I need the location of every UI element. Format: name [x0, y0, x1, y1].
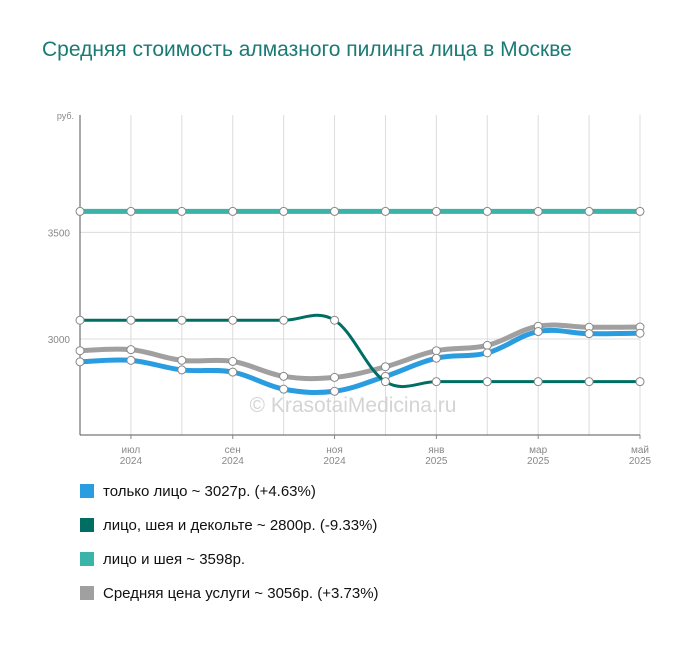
series-3 — [75, 313, 645, 389]
data-point — [533, 377, 543, 387]
x-tick-label: сен — [225, 445, 241, 456]
data-point — [482, 206, 492, 216]
legend-swatch — [80, 552, 94, 566]
x-tick-year: 2024 — [222, 456, 245, 467]
series-0 — [75, 206, 645, 216]
series-line — [77, 327, 643, 396]
data-point — [126, 206, 136, 216]
y-axis-labels: 3000 3500 руб. — [48, 111, 74, 346]
data-point — [75, 315, 85, 325]
legend-swatch — [80, 518, 94, 532]
data-point — [380, 362, 390, 372]
chart-title: Средняя стоимость алмазного пилинга лица… — [42, 38, 572, 61]
data-point — [330, 386, 340, 396]
x-tick-label: мар — [529, 445, 547, 456]
data-point — [431, 346, 441, 356]
data-point — [635, 206, 645, 216]
data-point — [635, 377, 645, 387]
axes — [79, 115, 640, 436]
y-tick-label: 3500 — [48, 228, 71, 239]
legend: только лицо ~ 3027р. (+4.63%) лицо, шея … — [80, 482, 379, 618]
legend-label: Средняя цена услуги ~ 3056р. (+3.73%) — [103, 584, 379, 602]
data-point — [279, 371, 289, 381]
data-point — [75, 357, 85, 367]
data-point — [482, 377, 492, 387]
legend-item-face-neck-decollete[interactable]: лицо, шея и декольте ~ 2800р. (-9.33%) — [80, 516, 379, 534]
x-tick-year: 2025 — [527, 456, 550, 467]
series-1 — [75, 321, 645, 382]
x-axis-labels: июл2024сен2024ноя2024янв2025мар2025май20… — [120, 435, 652, 467]
x-tick-label: янв — [428, 445, 444, 456]
data-point — [228, 367, 238, 377]
legend-label: лицо, шея и декольте ~ 2800р. (-9.33%) — [103, 516, 378, 534]
data-point — [330, 372, 340, 382]
data-point — [279, 384, 289, 394]
x-tick-label: май — [631, 445, 649, 456]
data-point — [380, 377, 390, 387]
series-2 — [75, 327, 645, 396]
data-point — [177, 365, 187, 375]
series — [75, 206, 645, 396]
x-tick-year: 2025 — [425, 456, 448, 467]
data-point — [635, 328, 645, 338]
data-point — [330, 206, 340, 216]
legend-label: лицо и шея ~ 3598р. — [103, 550, 246, 568]
data-point — [584, 329, 594, 339]
x-tick-year: 2024 — [120, 456, 143, 467]
data-point — [75, 206, 85, 216]
data-point — [279, 315, 289, 325]
x-tick-label: июл — [122, 445, 141, 456]
data-point — [126, 315, 136, 325]
data-point — [431, 206, 441, 216]
data-point — [279, 206, 289, 216]
legend-label: только лицо ~ 3027р. (+4.63%) — [103, 482, 316, 500]
data-point — [380, 206, 390, 216]
legend-item-face-only[interactable]: только лицо ~ 3027р. (+4.63%) — [80, 482, 379, 500]
data-point — [228, 356, 238, 366]
watermark: © KrasotaiMedicina.ru — [250, 394, 457, 417]
y-axis-unit: руб. — [57, 111, 74, 121]
legend-item-average[interactable]: Средняя цена услуги ~ 3056р. (+3.73%) — [80, 584, 379, 602]
data-point — [330, 315, 340, 325]
data-point — [177, 355, 187, 365]
data-point — [75, 346, 85, 356]
legend-swatch — [80, 586, 94, 600]
series-line — [77, 322, 643, 382]
data-point — [584, 206, 594, 216]
data-point — [482, 340, 492, 350]
data-point — [126, 355, 136, 365]
data-point — [431, 377, 441, 387]
y-tick-label: 3000 — [48, 335, 71, 346]
data-point — [431, 353, 441, 363]
data-point — [533, 327, 543, 337]
data-point — [482, 348, 492, 358]
data-point — [533, 206, 543, 216]
x-tick-label: ноя — [326, 445, 343, 456]
data-point — [177, 206, 187, 216]
x-tick-year: 2025 — [629, 456, 652, 467]
data-point — [228, 206, 238, 216]
x-tick-year: 2024 — [323, 456, 346, 467]
data-point — [126, 345, 136, 355]
legend-item-face-neck[interactable]: лицо и шея ~ 3598р. — [80, 550, 379, 568]
legend-swatch — [80, 484, 94, 498]
data-point — [177, 315, 187, 325]
data-point — [584, 377, 594, 387]
data-point — [228, 315, 238, 325]
